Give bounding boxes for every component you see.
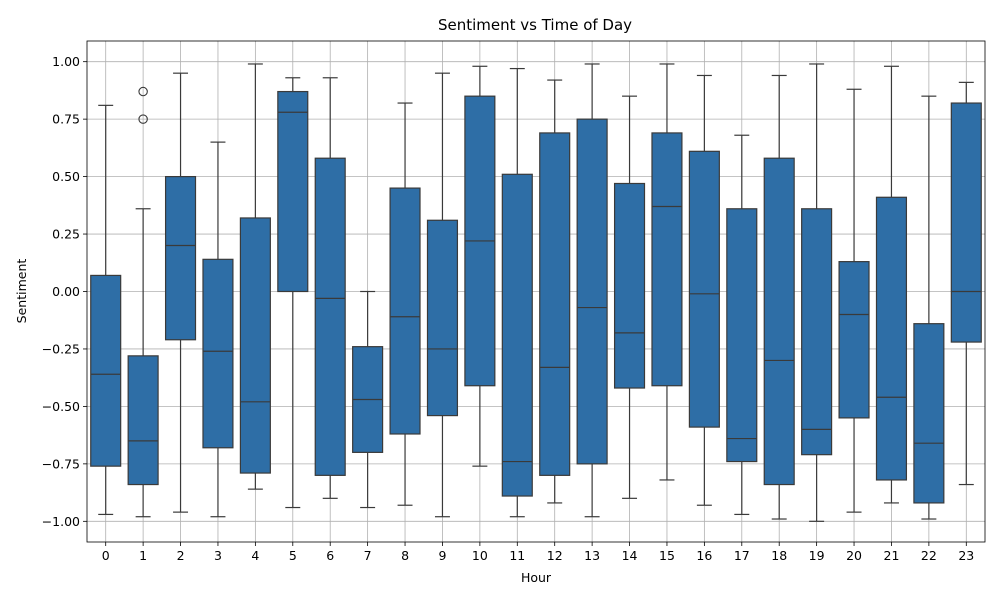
x-tick-label: 14 [622,548,638,563]
box-iqr [726,208,758,463]
box-iqr [913,323,945,504]
x-tick-label: 21 [884,548,900,563]
y-tick-label: −0.25 [42,341,80,356]
outlier-point [138,114,148,124]
y-tick-label: 0.50 [52,169,80,184]
x-tick-label: 5 [289,548,297,563]
y-tick-label: 0.25 [52,227,80,242]
y-tick-label: 0.00 [52,284,80,299]
x-tick-label: 1 [139,548,147,563]
box-iqr [389,187,421,435]
box-hour-8 [389,102,421,506]
x-tick-label: 19 [809,548,825,563]
box-iqr [875,196,908,481]
x-axis-ticks: 0 1 2 3 4 5 6 7 8 9 10 11 12 13 14 15 16 17 18 19 20 21 22 23 [102,542,974,563]
box-iqr [501,173,533,497]
x-axis-label: Hour [521,570,552,585]
box-iqr [801,208,833,456]
x-tick-label: 16 [696,548,712,563]
box-hour-20 [838,88,870,513]
box-iqr [576,118,608,465]
x-tick-label: 0 [102,548,110,563]
x-tick-label: 15 [659,548,675,563]
box-iqr [426,219,459,417]
box-hour-4 [239,63,271,490]
box-hour-15 [651,63,683,481]
box-iqr [539,132,571,476]
y-tick-label: 1.00 [52,54,80,69]
box-hour-1 [127,86,159,518]
box-hour-2 [164,72,197,513]
box-hour-22 [913,95,945,520]
y-axis-ticks: −1.00 −0.75 −0.50 −0.25 0.00 0.25 0.50 0.75 1.00 [42,54,87,529]
box-iqr [314,157,346,476]
box-iqr [613,182,646,389]
box-iqr [950,102,982,343]
box-iqr [688,150,720,428]
x-tick-label: 22 [921,548,937,563]
x-tick-label: 9 [438,548,446,563]
x-tick-label: 2 [177,548,185,563]
chart-title: Sentiment vs Time of Day [438,16,632,34]
box-hour-17 [726,134,758,516]
box-hour-6 [314,77,346,499]
outlier-point [138,86,148,97]
x-tick-label: 4 [251,548,259,563]
box-hour-21 [875,65,908,504]
y-tick-label: −1.00 [42,514,80,529]
x-tick-label: 18 [771,548,787,563]
y-axis-label: Sentiment [14,259,29,324]
x-tick-label: 13 [584,548,600,563]
box-hour-23 [950,81,982,486]
boxes-group [90,63,982,522]
x-tick-label: 11 [509,548,525,563]
box-iqr [763,157,795,486]
box-hour-14 [613,95,646,499]
box-hour-18 [763,74,795,520]
box-iqr [90,274,122,467]
x-tick-label: 20 [846,548,862,563]
box-iqr [164,175,197,341]
y-tick-label: −0.75 [42,456,80,471]
x-tick-label: 12 [547,548,563,563]
box-hour-10 [464,65,496,467]
box-iqr [838,261,870,419]
box-hour-16 [688,74,720,506]
box-hour-3 [202,141,234,518]
x-tick-label: 6 [326,548,334,563]
box-hour-5 [277,77,309,509]
box-hour-19 [801,63,833,522]
box-iqr [651,132,683,387]
box-hour-13 [576,63,608,518]
x-tick-label: 7 [364,548,372,563]
x-tick-label: 17 [734,548,750,563]
box-iqr [239,217,271,474]
box-hour-7 [352,290,384,509]
box-hour-0 [90,104,122,516]
x-tick-label: 3 [214,548,222,563]
x-tick-label: 23 [958,548,974,563]
box-iqr [202,258,234,449]
y-tick-label: −0.50 [42,399,80,414]
x-tick-label: 10 [472,548,488,563]
box-iqr [277,90,309,293]
box-hour-11 [501,67,533,518]
box-hour-12 [539,79,571,504]
y-tick-label: 0.75 [52,112,80,127]
box-iqr [127,355,159,486]
box-hour-9 [426,72,459,518]
x-tick-label: 8 [401,548,409,563]
